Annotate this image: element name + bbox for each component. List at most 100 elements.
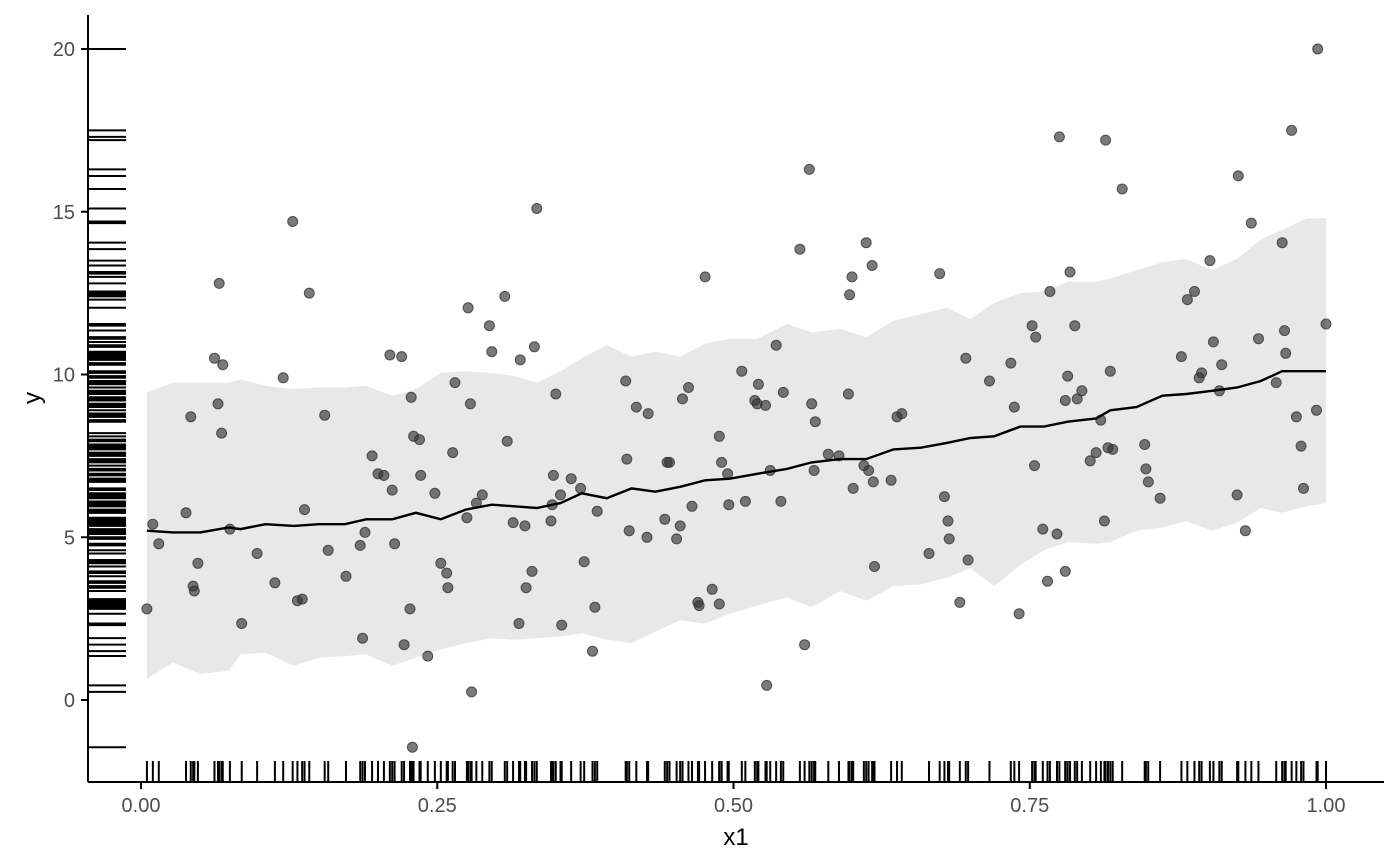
data-point: [822, 448, 834, 460]
y-tick-label: 15: [53, 202, 75, 224]
data-point: [775, 495, 787, 507]
data-point: [1312, 43, 1324, 55]
data-point: [623, 525, 635, 537]
data-point: [404, 603, 416, 615]
y-axis-title: y: [19, 392, 46, 404]
data-point: [520, 582, 532, 594]
data-point: [486, 346, 498, 358]
x-tick-label: 0.25: [418, 795, 457, 817]
data-point: [866, 260, 878, 271]
data-point: [686, 500, 698, 512]
data-point: [1139, 439, 1151, 450]
data-point: [507, 517, 519, 529]
data-point: [384, 349, 396, 361]
x-tick-label: 0.75: [1010, 795, 1049, 817]
data-point: [847, 482, 859, 494]
data-point: [863, 465, 875, 476]
data-point: [1026, 320, 1038, 332]
data-point: [867, 476, 879, 488]
data-point: [659, 513, 671, 525]
points-layer: [141, 43, 1332, 753]
axes: 0.00 0.25 0.50 0.75 1.00 0 5 10 15 20: [53, 15, 1384, 817]
data-point: [1013, 608, 1025, 620]
data-point: [1037, 523, 1049, 535]
data-point: [1140, 463, 1152, 475]
data-point: [526, 565, 538, 577]
data-point: [1279, 325, 1290, 337]
data-point: [777, 386, 789, 398]
data-point: [770, 339, 782, 351]
data-point: [462, 302, 474, 314]
data-point: [1232, 170, 1244, 182]
data-point: [209, 352, 220, 364]
data-point: [461, 512, 473, 524]
data-point: [476, 489, 488, 501]
data-point: [141, 603, 153, 615]
data-point: [954, 596, 966, 608]
data-point: [799, 639, 811, 651]
data-point: [1076, 385, 1088, 397]
data-point: [984, 375, 995, 387]
data-point: [550, 388, 562, 400]
data-point: [216, 427, 228, 439]
data-point: [1253, 333, 1264, 345]
data-point: [447, 447, 459, 459]
data-point: [422, 650, 434, 662]
data-point: [808, 465, 820, 476]
data-point: [1270, 377, 1282, 389]
data-point: [1104, 365, 1116, 377]
y-tick-label: 20: [53, 39, 75, 61]
data-point: [1181, 294, 1193, 306]
data-point: [860, 237, 872, 249]
data-point: [674, 520, 686, 532]
data-point: [386, 484, 398, 496]
data-point: [1320, 318, 1332, 330]
data-point: [1207, 336, 1219, 348]
data-point: [185, 411, 197, 423]
data-point: [287, 216, 299, 227]
data-point: [620, 375, 632, 387]
data-point: [449, 377, 461, 389]
data-point: [803, 163, 815, 175]
data-point: [885, 474, 897, 486]
data-point: [528, 341, 540, 353]
data-point: [1107, 443, 1119, 455]
data-point: [578, 556, 590, 568]
data-point: [547, 469, 559, 481]
data-point: [1286, 124, 1298, 136]
data-point: [483, 320, 495, 332]
data-point: [556, 619, 568, 631]
data-point: [1084, 455, 1096, 467]
y-tick-label: 0: [64, 690, 75, 712]
data-point: [319, 409, 331, 421]
data-point: [212, 398, 224, 410]
x-axis-title: x1: [723, 824, 748, 851]
y-tick-label: 10: [53, 365, 75, 387]
data-point: [761, 679, 773, 691]
data-point: [1295, 440, 1307, 452]
data-point: [1030, 331, 1042, 343]
data-point: [277, 372, 289, 384]
data-point: [1142, 476, 1154, 488]
data-point: [739, 495, 751, 507]
data-point: [630, 401, 642, 413]
x-tick-label: 1.00: [1307, 795, 1346, 817]
data-point: [217, 359, 229, 371]
data-point: [251, 548, 263, 559]
data-point: [962, 554, 974, 566]
data-point: [1090, 447, 1102, 459]
data-point: [723, 499, 735, 511]
data-point: [713, 598, 725, 610]
data-point: [677, 393, 688, 405]
data-point: [466, 686, 478, 698]
data-point: [1042, 575, 1053, 587]
data-point: [153, 538, 165, 550]
data-point: [514, 354, 526, 366]
data-point: [869, 561, 880, 572]
data-point: [699, 271, 711, 283]
data-point: [809, 416, 821, 428]
data-point: [236, 618, 248, 629]
data-point: [296, 593, 308, 605]
data-point: [398, 639, 410, 651]
data-point: [303, 287, 315, 299]
